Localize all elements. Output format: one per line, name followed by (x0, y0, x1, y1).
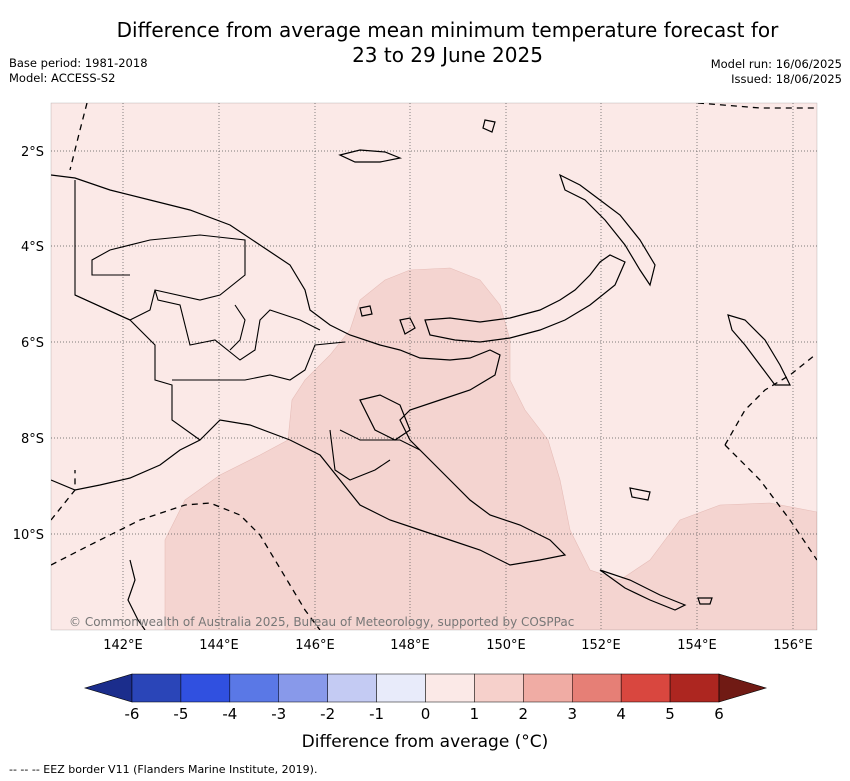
colorbar-cell (669, 673, 720, 703)
colorbar-cell (425, 673, 475, 703)
meta-left: Base period: 1981-2018 Model: ACCESS-S2 (9, 56, 148, 86)
issued-date: Issued: 18/06/2025 (731, 72, 842, 86)
colorbar-cell (180, 673, 231, 703)
colorbar-extend-low (83, 673, 133, 703)
lat-labels: 2°S 4°S 6°S 8°S 10°S (13, 145, 44, 543)
colorbar-tick-label: -2 (320, 705, 336, 723)
lat-label-10s: 10°S (13, 528, 44, 543)
lon-label-142e: 142°E (103, 638, 143, 653)
colorbar-cell (376, 673, 426, 703)
colorbar-tick-label: -1 (369, 705, 385, 723)
province-borders (74, 180, 421, 481)
lon-label-150e: 150°E (486, 638, 526, 653)
map-frame (50, 102, 818, 631)
anomaly-region-central (164, 267, 817, 630)
colorbar-tick-label: 0 (420, 705, 431, 723)
colorbar-cell (131, 673, 182, 703)
colorbar-tick-label: 3 (567, 705, 578, 723)
colorbar-tick-label: 4 (616, 705, 626, 723)
lat-label-8s: 8°S (21, 432, 44, 447)
colorbar-tick-label: -5 (173, 705, 189, 723)
colorbar-cell (474, 673, 524, 703)
lon-label-156e: 156°E (773, 638, 813, 653)
colorbar-cell (278, 673, 328, 703)
map: 2°S 4°S 6°S 8°S 10°S 142°E 144°E 146°E 1… (13, 102, 818, 653)
lat-label-4s: 4°S (21, 240, 44, 255)
chart-title: Difference from average mean minimum tem… (95, 18, 800, 68)
title-line-1: Difference from average mean minimum tem… (116, 18, 779, 42)
lat-label-2s: 2°S (21, 145, 44, 160)
colorbar-cell (572, 673, 622, 703)
graticule (51, 103, 817, 630)
colorbar-tick-label: 2 (518, 705, 529, 723)
meta-right: Model run: 16/06/2025 Issued: 18/06/2025 (711, 57, 842, 87)
lon-label-152e: 152°E (581, 638, 621, 653)
lon-label-146e: 146°E (295, 638, 335, 653)
colorbar-title: Difference from average (°C) (301, 732, 549, 752)
colorbar-tick-label: 1 (469, 705, 480, 723)
colorbar-tick-label: -6 (124, 705, 140, 723)
lon-labels: 142°E 144°E 146°E 148°E 150°E 152°E 154°… (103, 638, 813, 653)
colorbar-cell (327, 673, 377, 703)
lat-label-6s: 6°S (21, 336, 44, 351)
colorbar-cell (523, 673, 573, 703)
colorbar-extend-high (718, 673, 768, 703)
colorbar-tick-label: 6 (714, 705, 724, 723)
colorbar-tick-label: -3 (271, 705, 287, 723)
copyright-notice: © Commonwealth of Australia 2025, Bureau… (69, 615, 574, 629)
model-name: Model: ACCESS-S2 (9, 71, 116, 85)
colorbar-cell (620, 673, 671, 703)
colorbar-cell (229, 673, 279, 703)
lon-label-144e: 144°E (199, 638, 239, 653)
lon-label-154e: 154°E (677, 638, 717, 653)
model-run: Model run: 16/06/2025 (710, 57, 842, 71)
lon-label-148e: 148°E (390, 638, 430, 653)
coastlines (51, 119, 791, 630)
colorbar-cells (83, 673, 768, 703)
colorbar (83, 673, 768, 703)
base-period: Base period: 1981-2018 (9, 56, 148, 70)
title-line-2: 23 to 29 June 2025 (352, 43, 543, 67)
colorbar-tick-label: 5 (665, 705, 675, 723)
eez-legend-note: -- -- -- EEZ border V11 (Flanders Marine… (9, 763, 318, 776)
colorbar-tick-label: -4 (222, 705, 238, 723)
